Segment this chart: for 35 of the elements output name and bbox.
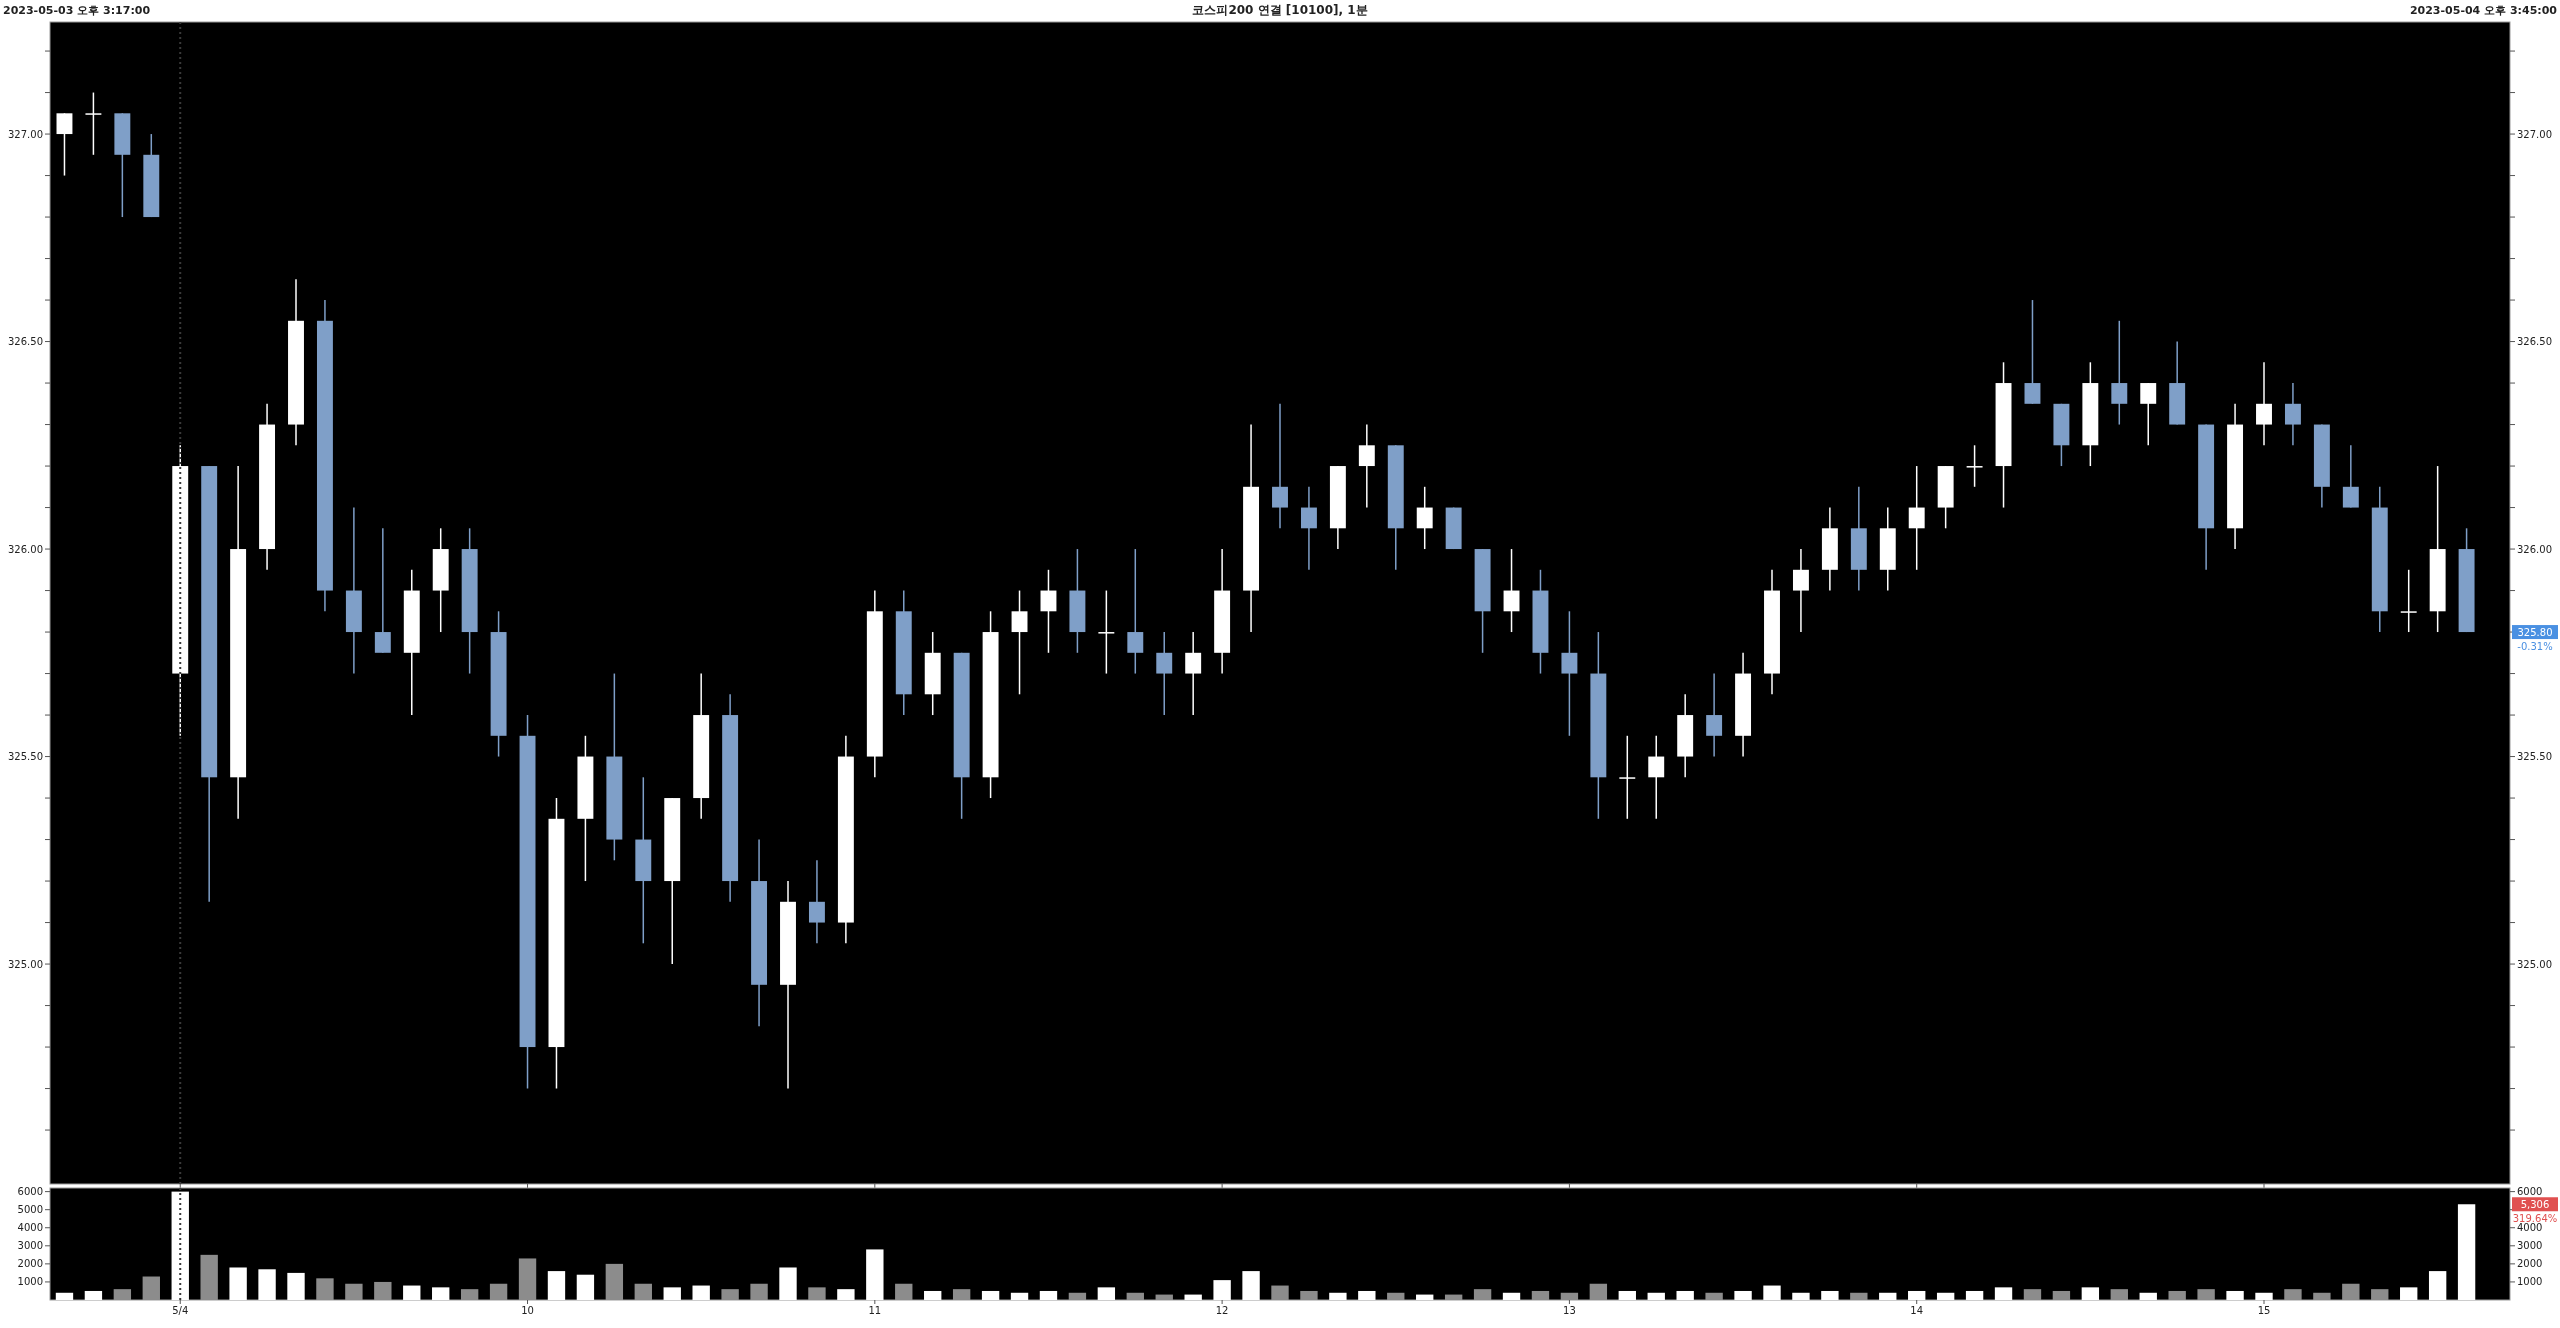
- y-tick-label: 3000: [17, 1240, 43, 1252]
- y-tick-label: 325.50: [8, 751, 43, 763]
- y2-tick-label: 6000: [2517, 1186, 2543, 1198]
- y-tick-label: 326.50: [8, 336, 43, 348]
- y-tick-label: 325.00: [8, 958, 43, 970]
- text: 2023-05-04 오후 3:45:00: [2409, 4, 2558, 17]
- y2-tick-label: 326.00: [2517, 543, 2552, 555]
- y-tick-label: 327.00: [8, 128, 43, 140]
- x-tick-label: 13: [1563, 1305, 1576, 1316]
- y2-tick-label: 1000: [2517, 1276, 2543, 1288]
- x-tick-label: 10: [521, 1305, 534, 1316]
- chart-title: 코스피200 연결 [10100], 1분: [1192, 3, 1368, 17]
- y2-tick-label: 3000: [2517, 1240, 2543, 1252]
- x-tick-label: 15: [2257, 1305, 2271, 1316]
- y2-tick-label: 325.00: [2517, 958, 2552, 970]
- y2-tick-label: 327.00: [2517, 128, 2552, 140]
- text: 5,306: [2520, 1199, 2550, 1211]
- x-tick-label: 12: [1215, 1305, 1229, 1316]
- y-tick-label: 5000: [17, 1204, 43, 1216]
- y-tick-label: 4000: [17, 1222, 43, 1234]
- y-tick-label: 6000: [17, 1186, 43, 1198]
- x-tick-label: 5/4: [172, 1305, 189, 1316]
- text: 325.80: [2517, 627, 2553, 639]
- text: 319.64%: [2512, 1213, 2558, 1225]
- y2-tick-label: 4000: [2517, 1222, 2543, 1234]
- x-tick-label: 14: [1910, 1305, 1924, 1316]
- y-tick-label: 2000: [17, 1258, 43, 1270]
- y2-tick-label: 325.50: [2517, 751, 2552, 763]
- text: -0.31%: [2517, 641, 2553, 653]
- text: 2023-05-03 오후 3:17:00: [3, 4, 151, 17]
- y2-tick-label: 326.50: [2517, 336, 2552, 348]
- y-tick-label: 1000: [17, 1276, 43, 1288]
- y-tick-label: 326.00: [8, 543, 43, 555]
- x-tick-label: 11: [868, 1305, 882, 1316]
- y2-tick-label: 2000: [2517, 1258, 2543, 1270]
